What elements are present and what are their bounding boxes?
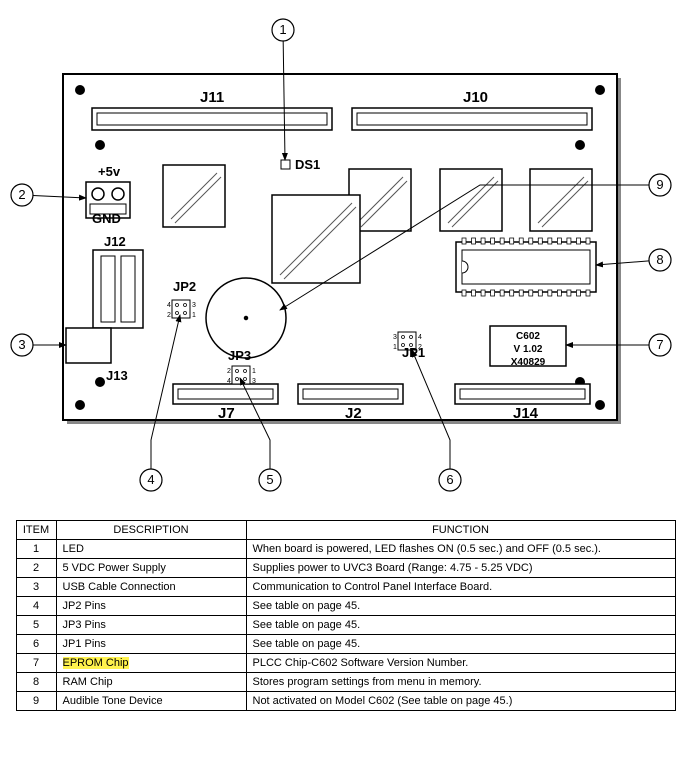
table-row: 7EPROM ChipPLCC Chip-C602 Software Versi… — [16, 654, 675, 673]
svg-text:JP3: JP3 — [228, 348, 251, 363]
svg-text:2: 2 — [167, 312, 171, 319]
svg-text:4: 4 — [147, 472, 154, 487]
table-header: DESCRIPTION — [56, 521, 246, 540]
svg-text:5: 5 — [266, 472, 273, 487]
svg-text:7: 7 — [656, 337, 663, 352]
svg-text:J13: J13 — [106, 368, 128, 383]
svg-text:4: 4 — [418, 334, 422, 341]
svg-text:J10: J10 — [463, 89, 488, 106]
pcb-diagram: J11 J10 J7 J2 J14 4 3 2 1 2 1 4 3 3 4 1 2 +5v GND J12 J13 DS1… — [0, 10, 691, 500]
table-row: 1LEDWhen board is powered, LED flashes O… — [16, 540, 675, 559]
svg-text:4: 4 — [227, 378, 231, 385]
svg-text:+5v: +5v — [98, 164, 121, 179]
eprom-chip-label: C602V 1.02X40829 — [492, 328, 564, 364]
svg-text:3: 3 — [18, 337, 25, 352]
table-header: FUNCTION — [246, 521, 675, 540]
svg-text:J14: J14 — [513, 405, 539, 422]
parts-table: ITEMDESCRIPTIONFUNCTION 1LEDWhen board i… — [16, 520, 676, 711]
table-row: 3USB Cable ConnectionCommunication to Co… — [16, 578, 675, 597]
svg-text:DS1: DS1 — [295, 157, 320, 172]
svg-text:J12: J12 — [104, 234, 126, 249]
svg-text:J11: J11 — [200, 89, 224, 106]
svg-text:9: 9 — [656, 177, 663, 192]
svg-text:J2: J2 — [345, 405, 362, 422]
svg-text:6: 6 — [446, 472, 453, 487]
table-header: ITEM — [16, 521, 56, 540]
svg-text:1: 1 — [252, 368, 256, 375]
svg-text:JP2: JP2 — [173, 279, 196, 294]
table-row: 5JP3 PinsSee table on page 45. — [16, 616, 675, 635]
svg-text:1: 1 — [192, 312, 196, 319]
svg-text:1: 1 — [279, 22, 286, 37]
table-row: 8RAM ChipStores program settings from me… — [16, 673, 675, 692]
svg-text:3: 3 — [252, 378, 256, 385]
svg-text:4: 4 — [167, 302, 171, 309]
svg-text:1: 1 — [393, 344, 397, 351]
svg-text:2: 2 — [227, 368, 231, 375]
svg-text:GND: GND — [92, 211, 121, 226]
table-row: 9Audible Tone DeviceNot activated on Mod… — [16, 692, 675, 711]
table-row: 4JP2 PinsSee table on page 45. — [16, 597, 675, 616]
table-row: 6JP1 PinsSee table on page 45. — [16, 635, 675, 654]
svg-text:3: 3 — [393, 334, 397, 341]
svg-text:3: 3 — [192, 302, 196, 309]
svg-text:2: 2 — [18, 187, 25, 202]
svg-text:8: 8 — [656, 252, 663, 267]
svg-text:J7: J7 — [218, 405, 235, 422]
table-row: 25 VDC Power SupplySupplies power to UVC… — [16, 559, 675, 578]
